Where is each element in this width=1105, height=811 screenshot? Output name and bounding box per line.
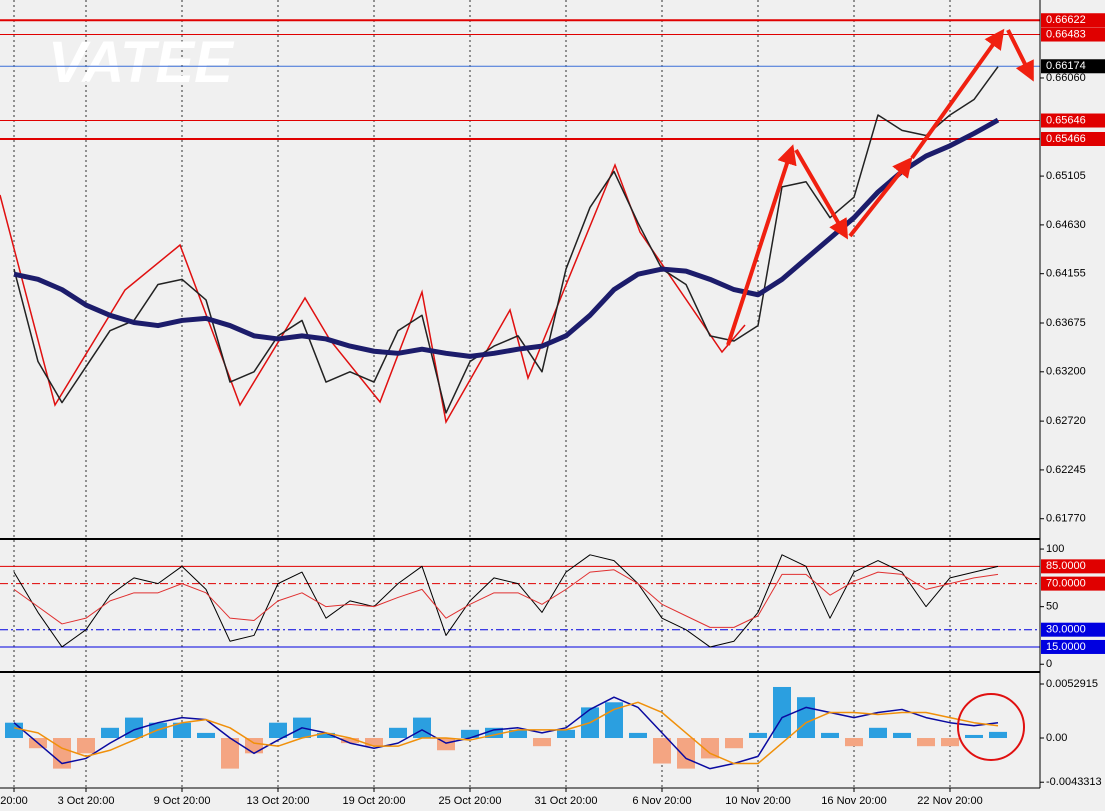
x-tick-label: 31 Oct 20:00 <box>535 795 598 807</box>
zigzag <box>0 162 746 425</box>
histogram-bar <box>197 732 215 739</box>
histogram-bar <box>221 738 239 769</box>
histogram-bar <box>821 732 839 739</box>
level-label: 0.66174 <box>1046 60 1086 72</box>
histogram-bar <box>917 738 935 747</box>
histogram-bar <box>677 738 695 769</box>
histogram-bar <box>413 717 431 739</box>
histogram-bar <box>773 686 791 739</box>
histogram-bar <box>701 738 719 759</box>
level-label-box <box>1041 132 1105 147</box>
series-line <box>13 696 999 770</box>
y-tick-label: 0.65105 <box>1046 170 1086 182</box>
level-label: 70.0000 <box>1046 578 1086 590</box>
level-label-box <box>1041 639 1105 654</box>
y-tick-label: 0.63675 <box>1046 317 1086 329</box>
histogram-bar <box>893 732 911 739</box>
x-tick-label: 9 Oct 20:00 <box>154 795 211 807</box>
histogram-bar <box>725 738 743 749</box>
y-tick-label: 0.0052915 <box>1046 678 1098 690</box>
y-tick-label: 100 <box>1046 543 1064 555</box>
histogram-bar <box>965 734 983 739</box>
histogram-bar <box>5 722 23 739</box>
y-tick-label: 0.63200 <box>1046 366 1086 378</box>
histogram-bar <box>389 727 407 739</box>
histogram-bar <box>653 738 671 764</box>
watermark: VATEE <box>48 30 235 95</box>
y-tick-label: 50 <box>1046 601 1058 613</box>
series-line <box>13 554 999 648</box>
x-tick-label: 20:00 <box>0 795 28 807</box>
histogram-bar <box>533 738 551 747</box>
level-label-box <box>1041 622 1105 637</box>
level-label-box <box>1041 59 1105 74</box>
histogram-bar <box>365 738 383 747</box>
histogram-bar <box>269 722 287 739</box>
x-tick-label: 16 Nov 20:00 <box>821 795 886 807</box>
x-tick-label: 3 Oct 20:00 <box>58 795 115 807</box>
y-tick-label: -0.0043313 <box>1046 776 1102 788</box>
x-tick-label: 13 Oct 20:00 <box>247 795 310 807</box>
series-line <box>13 701 999 765</box>
highlight-circle <box>957 693 1025 761</box>
y-tick-label: 0.66060 <box>1046 72 1086 84</box>
series-line <box>13 569 999 628</box>
x-tick-label: 25 Oct 20:00 <box>439 795 502 807</box>
histogram-bar <box>245 738 263 754</box>
y-tick-label: 0.64155 <box>1046 268 1086 280</box>
histogram-bar <box>989 731 1007 739</box>
arrows <box>726 28 1034 346</box>
level-label-box <box>1041 576 1105 591</box>
y-tick-label: 0.62720 <box>1046 415 1086 427</box>
x-tick-label: 19 Oct 20:00 <box>343 795 406 807</box>
level-label-box <box>1041 113 1105 128</box>
histogram-bar <box>101 727 119 739</box>
level-label: 30.0000 <box>1046 624 1086 636</box>
histogram-bar <box>341 738 359 744</box>
arrow <box>726 144 797 346</box>
level-label: 0.65466 <box>1046 133 1086 145</box>
histogram-bar <box>629 732 647 739</box>
histogram-bar <box>461 729 479 739</box>
arrow <box>1006 29 1034 82</box>
arrow <box>794 148 849 240</box>
x-tick-label: 10 Nov 20:00 <box>725 795 790 807</box>
y-tick-label: 0.64630 <box>1046 219 1086 231</box>
histogram-bar <box>485 727 503 739</box>
histogram-bar <box>557 729 575 739</box>
level-label: 0.66483 <box>1046 28 1086 40</box>
arrow <box>848 156 913 238</box>
histogram-bar <box>749 732 767 739</box>
level-label: 0.66622 <box>1046 14 1086 26</box>
histogram-bar <box>941 738 959 747</box>
level-label-box <box>1041 559 1105 574</box>
y-tick-label: 0.62245 <box>1046 464 1086 476</box>
axis-group: 0.66060 0.65105 0.64630 0.64155 0.63675 0.632… <box>0 13 1105 807</box>
y-tick-label: 0 <box>1046 658 1052 670</box>
level-label: 15.0000 <box>1046 641 1086 653</box>
histogram-bar <box>77 738 95 754</box>
histogram-bar <box>317 732 335 739</box>
level-label: 85.0000 <box>1046 560 1086 572</box>
level-label-box <box>1041 13 1105 28</box>
histogram-bar <box>509 729 527 739</box>
x-tick-label: 22 Nov 20:00 <box>917 795 982 807</box>
histogram-bar <box>869 727 887 739</box>
y-tick-label: 0.00 <box>1046 732 1067 744</box>
level-label: 0.65646 <box>1046 114 1086 126</box>
x-tick-label: 6 Nov 20:00 <box>632 795 691 807</box>
histogram-bar <box>173 722 191 739</box>
histogram-bar <box>797 697 815 739</box>
histogram-bar <box>845 738 863 747</box>
level-label-box <box>1041 27 1105 42</box>
y-tick-label: 0.61770 <box>1046 513 1086 525</box>
arrow <box>910 28 1005 160</box>
grid-group <box>13 0 951 788</box>
